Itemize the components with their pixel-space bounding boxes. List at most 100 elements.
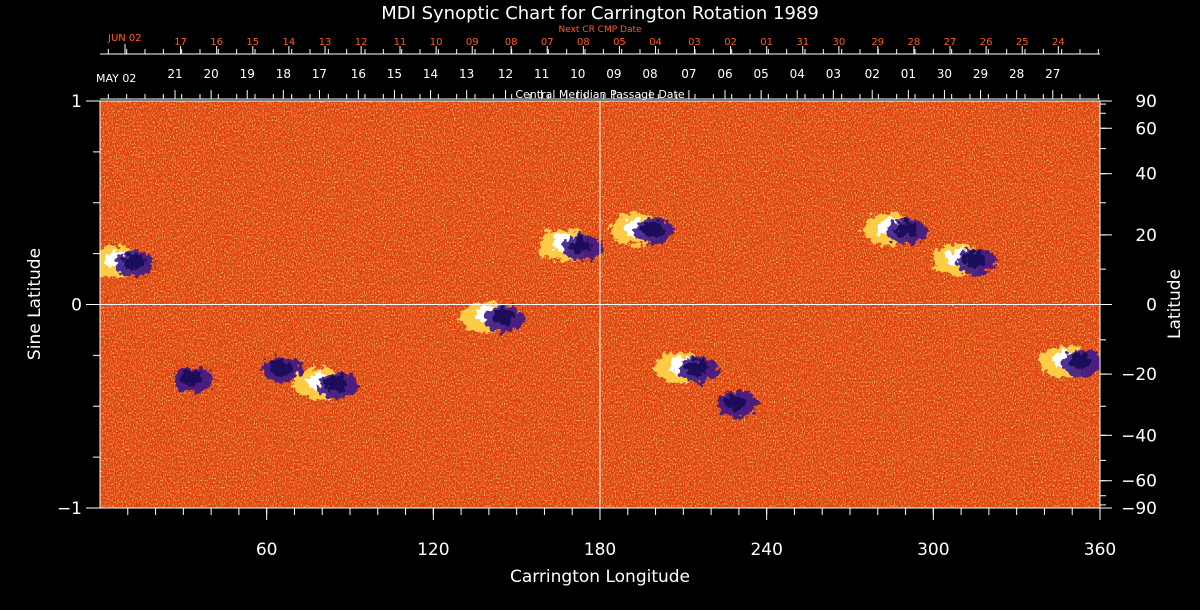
cmp-tick-label: 30 [937, 67, 952, 81]
left-tick-label: 0 [71, 296, 82, 316]
y-axis-label-right: Latitude [1165, 269, 1185, 339]
next-cmp-tick-label: 29 [871, 37, 884, 48]
y-axis-label-left: Sine Latitude [25, 248, 45, 360]
cmp-tick-label: 15 [387, 67, 402, 81]
next-cmp-axis: Next CR CMP Date JUN 02 17 16 15 14 13 12 11 10… [100, 25, 1100, 55]
next-cmp-tick-label: 11 [394, 37, 407, 48]
next-cmp-tick-label: 28 [908, 37, 921, 48]
magnetogram-map [100, 101, 1100, 508]
negative-flux-core [324, 375, 347, 392]
x-axis-label: Carrington Longitude [510, 567, 690, 587]
bottom-tick-label: 240 [750, 540, 782, 560]
next-cmp-tick-label: 09 [466, 37, 479, 48]
next-cmp-tick-label: 30 [833, 37, 846, 48]
cmp-tick-label: 09 [606, 67, 621, 81]
next-cmp-tick-label: 04 [649, 37, 662, 48]
next-cmp-tick-label: 01 [760, 37, 773, 48]
next-cmp-tick-label: 15 [246, 37, 259, 48]
cmp-tick-label: 10 [570, 67, 585, 81]
negative-flux-core [180, 369, 203, 386]
cmp-tick-label: 14 [423, 67, 438, 81]
negative-flux-core [1069, 353, 1092, 370]
next-cmp-tick-label: 16 [210, 37, 223, 48]
right-tick-label: 90 [1135, 92, 1157, 112]
cmp-tick-label: 02 [865, 67, 880, 81]
left-axis: 1 0 −1 [57, 92, 100, 519]
chart-title: MDI Synoptic Chart for Carrington Rotati… [381, 3, 819, 24]
next-cmp-tick-label: 07 [541, 37, 554, 48]
cmp-tick-label: 03 [826, 67, 841, 81]
negative-flux-core [491, 308, 514, 325]
next-cmp-tick-label: 08 [505, 37, 518, 48]
negative-flux-core [569, 237, 592, 254]
next-cmp-tick-label: 12 [355, 37, 368, 48]
right-tick-label: −40 [1121, 426, 1157, 446]
bottom-tick-label: 60 [256, 540, 278, 560]
cmp-tick-label: 29 [973, 67, 988, 81]
next-cmp-tick-label: 31 [796, 37, 809, 48]
cmp-tick-label: 16 [351, 67, 366, 81]
active-region [538, 229, 603, 262]
next-cmp-tick-label: 10 [430, 37, 443, 48]
next-cmp-tick-label: 27 [944, 37, 957, 48]
negative-flux-core [122, 253, 144, 270]
cmp-start-label: MAY 02 [96, 72, 136, 85]
next-cmp-tick-label: 14 [283, 37, 296, 48]
bottom-tick-label: 360 [1084, 540, 1116, 560]
next-cmp-tick-label: 08 [577, 37, 590, 48]
active-region [1038, 345, 1100, 378]
negative-flux-core [685, 359, 708, 376]
active-region [654, 351, 719, 384]
next-cmp-axis-label: Next CR CMP Date [558, 25, 642, 35]
right-tick-label: 60 [1135, 119, 1157, 139]
cmp-tick-label: 20 [203, 67, 218, 81]
cmp-tick-label: 13 [459, 67, 474, 81]
right-tick-label: 40 [1135, 165, 1157, 185]
left-tick-label: 1 [71, 92, 82, 112]
active-region [262, 356, 303, 383]
cmp-axis-label: Central Meridian Passage Date [515, 88, 684, 101]
right-tick-label: 0 [1146, 296, 1157, 316]
cmp-tick-label: 28 [1009, 67, 1024, 81]
cmp-tick-label: 08 [642, 67, 657, 81]
negative-flux-core [641, 221, 664, 238]
cmp-tick-label: 27 [1045, 67, 1060, 81]
cmp-tick-label: 17 [312, 67, 327, 81]
active-region [173, 366, 214, 393]
next-cmp-tick-label: 02 [724, 37, 737, 48]
active-region [863, 213, 928, 246]
next-cmp-tick-label: 05 [613, 37, 626, 48]
negative-flux-core [894, 221, 917, 238]
bottom-axis: 60 120 180 240 300 360 [127, 508, 1116, 560]
next-cmp-start-label: JUN 02 [107, 33, 142, 44]
cmp-tick-label: 11 [534, 67, 549, 81]
negative-flux-core [724, 394, 747, 411]
active-region [610, 213, 675, 246]
next-cmp-tick-label: 24 [1052, 37, 1065, 48]
cmp-tick-label: 01 [901, 67, 916, 81]
bottom-tick-label: 120 [417, 540, 449, 560]
cmp-tick-label: 04 [790, 67, 805, 81]
active-region [100, 245, 155, 278]
cmp-tick-label: 19 [240, 67, 255, 81]
cmp-tick-label: 18 [276, 67, 291, 81]
next-cmp-tick-label: 03 [688, 37, 701, 48]
right-tick-label: −60 [1121, 472, 1157, 492]
active-region [932, 243, 997, 276]
cmp-tick-label: 05 [753, 67, 768, 81]
cmp-tick-label: 12 [498, 67, 513, 81]
active-region [460, 300, 525, 333]
cmp-tick-label: 06 [717, 67, 732, 81]
next-cmp-tick-label: 13 [319, 37, 332, 48]
cmp-tick-label: 21 [167, 67, 182, 81]
right-tick-label: −20 [1121, 365, 1157, 385]
left-tick-label: −1 [57, 499, 82, 519]
next-cmp-tick-label: 17 [174, 37, 187, 48]
next-cmp-tick-label: 26 [980, 37, 993, 48]
cmp-axis: MAY 02 21 20 19 18 17 16 15 14 13 12 11 10 09 08 07 06 0… [96, 67, 1100, 101]
negative-flux-core [963, 251, 986, 268]
negative-flux-core [269, 359, 292, 376]
active-region [717, 391, 758, 418]
right-tick-label: −90 [1121, 499, 1157, 519]
